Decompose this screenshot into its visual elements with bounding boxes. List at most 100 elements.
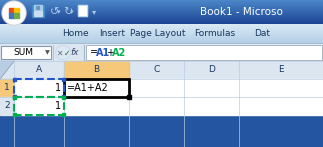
Bar <box>14 79 64 97</box>
Bar <box>0 25 323 26</box>
Circle shape <box>56 46 70 60</box>
Text: A1: A1 <box>96 47 110 57</box>
Bar <box>0 28 323 29</box>
Text: ✕: ✕ <box>56 49 62 57</box>
Text: 1: 1 <box>55 83 61 93</box>
Bar <box>14 8 19 13</box>
Bar <box>0 40 323 41</box>
Bar <box>13 78 16 81</box>
Bar <box>0 32 323 33</box>
Bar <box>0 41 323 42</box>
Text: SUM: SUM <box>13 48 33 57</box>
FancyBboxPatch shape <box>1 46 51 59</box>
Text: D: D <box>208 66 215 75</box>
Bar <box>0 4 323 5</box>
Bar <box>0 2 323 3</box>
Bar <box>64 79 129 97</box>
Bar <box>0 16 323 17</box>
Bar <box>9 8 14 13</box>
Bar <box>14 13 19 18</box>
Bar <box>0 19 323 20</box>
Polygon shape <box>0 61 14 79</box>
Bar <box>34 5 42 10</box>
Text: ↺: ↺ <box>50 7 59 17</box>
Bar <box>0 79 14 97</box>
Circle shape <box>57 46 69 59</box>
Bar <box>78 5 87 16</box>
Text: +: + <box>106 47 114 57</box>
Bar <box>32 5 44 17</box>
Bar <box>0 61 323 79</box>
Bar <box>0 97 14 115</box>
Bar <box>0 9 323 10</box>
Bar <box>13 95 16 98</box>
Bar <box>0 39 323 40</box>
Bar <box>0 43 323 44</box>
Text: 2: 2 <box>4 101 10 111</box>
Text: ▾: ▾ <box>70 9 74 15</box>
Bar <box>0 30 323 31</box>
Bar <box>0 10 323 11</box>
Bar <box>0 5 323 6</box>
Text: ▾: ▾ <box>57 9 60 15</box>
Text: 1: 1 <box>55 101 61 111</box>
Bar <box>62 113 65 116</box>
Bar <box>0 37 323 38</box>
Bar <box>0 6 323 7</box>
Text: Page Layout: Page Layout <box>130 30 186 39</box>
Bar <box>0 12 323 13</box>
Bar <box>0 42 323 43</box>
Bar <box>14 79 323 97</box>
Bar <box>9 13 14 18</box>
Text: fx: fx <box>71 48 79 57</box>
Bar <box>14 97 323 115</box>
Bar <box>0 17 323 18</box>
Bar <box>0 7 323 8</box>
Text: ▾: ▾ <box>92 7 96 16</box>
Text: A2: A2 <box>112 47 126 57</box>
Text: ↻: ↻ <box>63 7 72 17</box>
Bar <box>0 8 323 9</box>
Text: ✓: ✓ <box>64 49 70 57</box>
Bar <box>86 45 322 60</box>
Bar <box>62 78 65 81</box>
Circle shape <box>2 1 26 25</box>
Bar <box>0 1 323 2</box>
Bar <box>0 31 323 32</box>
Bar <box>0 14 323 15</box>
Text: Insert: Insert <box>99 30 125 39</box>
Bar <box>62 95 65 98</box>
Text: =A1+A2: =A1+A2 <box>67 83 109 93</box>
Text: B: B <box>93 66 99 75</box>
Circle shape <box>3 2 25 24</box>
Bar <box>0 35 323 36</box>
Text: Dat: Dat <box>254 30 270 39</box>
Bar <box>0 29 323 30</box>
Bar <box>62 96 65 99</box>
Text: A: A <box>36 66 42 75</box>
Bar <box>0 36 323 37</box>
Bar <box>0 3 323 4</box>
Bar <box>0 26 323 27</box>
Text: =: = <box>90 47 98 57</box>
FancyBboxPatch shape <box>86 45 322 60</box>
Bar <box>0 15 323 16</box>
Text: Home: Home <box>62 30 88 39</box>
Bar <box>0 33 323 34</box>
Bar <box>0 38 323 39</box>
Bar <box>0 13 323 14</box>
Bar <box>0 21 323 22</box>
Bar <box>13 96 16 99</box>
Bar <box>0 20 323 21</box>
Text: E: E <box>278 66 284 75</box>
Bar <box>0 11 323 12</box>
Text: ▼: ▼ <box>45 50 50 55</box>
Bar <box>0 24 323 25</box>
Bar <box>0 27 323 28</box>
Bar <box>34 11 42 16</box>
Bar <box>0 34 323 35</box>
Bar <box>0 0 323 1</box>
Text: 1: 1 <box>4 83 10 92</box>
Bar <box>36 6 39 9</box>
Bar <box>13 113 16 116</box>
